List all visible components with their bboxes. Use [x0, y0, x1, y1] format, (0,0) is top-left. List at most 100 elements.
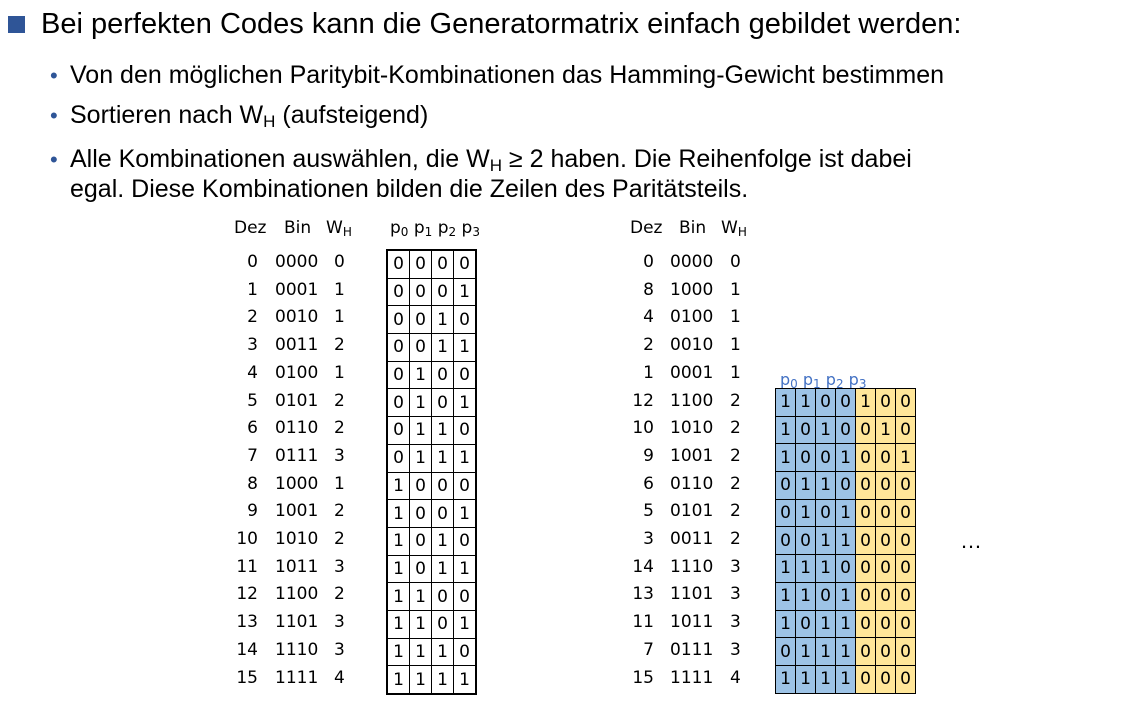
bin-cell: 0011	[275, 335, 319, 356]
dez-cell: 4	[643, 307, 654, 328]
unit-bit-cell: 0	[875, 443, 896, 473]
parity-bit-cell: 0	[775, 526, 796, 556]
weight-cell: 2	[730, 445, 741, 466]
parity-bit-cell: 0	[835, 415, 856, 445]
bit-cell: 1	[431, 637, 454, 667]
weight-cell: 3	[730, 639, 741, 660]
bit-cell: 1	[453, 609, 477, 639]
unit-bit-cell: 0	[875, 637, 896, 666]
weight-cell: 3	[334, 639, 345, 660]
weight-cell: 0	[730, 252, 741, 272]
bit-cell: 1	[386, 554, 410, 584]
main-bullet: Bei perfekten Codes kann die Generatorma…	[8, 8, 961, 41]
bit-cell: 1	[409, 443, 432, 473]
dez-cell: 8	[643, 279, 654, 300]
bin-cell: 0000	[670, 252, 714, 272]
parity-bit-cell: 1	[815, 471, 836, 500]
bin-cell: 1010	[275, 529, 319, 549]
parity-bit-cell: 0	[795, 609, 816, 639]
unit-bit-cell: 0	[875, 388, 896, 417]
weight-cell: 3	[730, 556, 741, 577]
bit-cell: 0	[409, 554, 432, 584]
bit-cell: 1	[453, 333, 477, 362]
unit-bit-cell: 0	[875, 498, 896, 528]
parity-bit-cell: 1	[775, 415, 796, 445]
unit-bit-cell: 0	[895, 388, 916, 417]
dez-cell: 0	[247, 252, 258, 272]
bit-cell: 0	[386, 443, 410, 473]
dot-bullet-icon: •	[50, 63, 58, 88]
left-header-wh: WH	[326, 218, 352, 239]
bit-cell: 1	[431, 554, 454, 584]
dez-cell: 10	[236, 529, 258, 549]
unit-bit-cell: 0	[895, 581, 916, 611]
dez-cell: 5	[247, 390, 258, 411]
bit-cell: 0	[453, 637, 477, 667]
unit-bit-cell: 0	[875, 526, 896, 556]
bin-cell: 0010	[275, 307, 319, 328]
bin-cell: 1001	[275, 501, 319, 522]
unit-bit-cell: 0	[855, 526, 876, 556]
parity-bit-cell: 1	[775, 609, 796, 639]
bit-cell: 0	[431, 249, 454, 279]
parity-bit-cell: 0	[775, 498, 796, 528]
weight-cell: 2	[730, 390, 741, 411]
dez-cell: 6	[247, 418, 258, 439]
weight-cell: 2	[334, 529, 345, 549]
bit-cell: 0	[453, 249, 477, 279]
bit-cell: 1	[409, 582, 432, 611]
bit-cell: 0	[431, 609, 454, 639]
bit-cell: 0	[453, 526, 477, 556]
unit-bit-cell: 0	[895, 526, 916, 556]
bit-cell: 0	[386, 277, 410, 307]
parity-bit-cell: 0	[835, 471, 856, 500]
unit-bit-cell: 0	[895, 609, 916, 639]
bit-cell: 1	[453, 499, 477, 528]
parity-bit-cell: 1	[835, 581, 856, 611]
parity-bit-cell: 1	[775, 388, 796, 417]
weight-cell: 1	[730, 362, 741, 383]
bin-cell: 0111	[275, 445, 319, 466]
bit-cell: 0	[453, 416, 477, 445]
unit-bit-cell: 0	[875, 554, 896, 583]
weight-cell: 1	[730, 279, 741, 300]
bit-cell: 0	[386, 360, 410, 390]
right-header-wh: WH	[721, 218, 747, 239]
bit-cell: 0	[431, 277, 454, 307]
parity-bit-cell: 1	[815, 554, 836, 583]
parity-bit-cell: 1	[835, 526, 856, 556]
weight-cell: 2	[334, 418, 345, 439]
bit-cell: 0	[431, 388, 454, 418]
dot-bullet-icon: •	[50, 147, 58, 172]
bit-cell: 1	[386, 609, 410, 639]
parity-bit-cell: 0	[775, 471, 796, 500]
bit-cell: 0	[409, 277, 432, 307]
unit-bit-cell: 0	[895, 664, 916, 694]
bit-cell: 0	[386, 416, 410, 445]
unit-bit-cell: 0	[875, 581, 896, 611]
bit-cell: 1	[431, 416, 454, 445]
bin-cell: 1011	[275, 556, 319, 577]
bit-cell: 1	[409, 388, 432, 418]
dot-bullet-icon: •	[50, 103, 58, 128]
bit-cell: 1	[409, 609, 432, 639]
dez-cell: 0	[643, 252, 654, 272]
weight-cell: 3	[334, 612, 345, 633]
bin-cell: 1100	[670, 390, 714, 411]
bit-cell: 1	[431, 665, 454, 695]
parity-bit-cell: 1	[835, 637, 856, 666]
bit-cell: 0	[431, 582, 454, 611]
unit-bit-cell: 0	[855, 415, 876, 445]
